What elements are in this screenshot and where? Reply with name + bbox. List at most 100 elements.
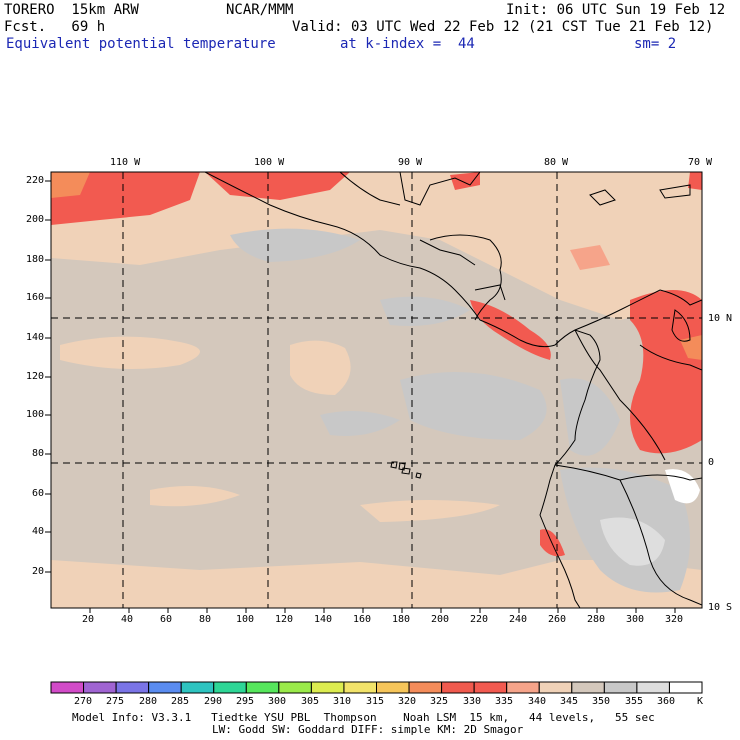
lon-label-100w: 100 W: [254, 157, 285, 168]
colorbar-swatch: [636, 681, 670, 694]
field-335-peru: [540, 529, 565, 557]
init-time: Init: 06 UTC Sun 19 Feb 12: [506, 2, 726, 18]
valid-time: Valid: 03 UTC Wed 22 Feb 12 (21 CST Tue …: [292, 19, 714, 35]
x-tick: 80: [199, 614, 212, 625]
colorbar-label: 305: [301, 696, 320, 707]
colorbar-swatch: [668, 681, 703, 694]
model-info-line2: LW: Godd SW: Goddard DIFF: simple KM: 2D…: [212, 723, 524, 736]
colorbar-swatch: [50, 681, 85, 694]
border-guatemala-honduras: [419, 239, 476, 266]
colorbar-label: 295: [236, 696, 255, 707]
border-peru-brazil: [619, 479, 702, 606]
colorbar-swatch: [278, 681, 312, 694]
colorbar-swatch: [506, 681, 540, 694]
field-350-patch: [230, 228, 360, 262]
galapagos-islands: [390, 461, 422, 479]
y-tick: 40: [31, 526, 44, 537]
x-tick: 20: [82, 614, 95, 625]
field-name: Equivalent potential temperature: [6, 36, 276, 52]
colorbar-swatch: [83, 681, 117, 694]
y-tick: 140: [25, 332, 44, 343]
field-335-patch: [450, 172, 480, 190]
graticule: [51, 172, 702, 608]
lon-label-110w: 110 W: [110, 157, 141, 168]
coastline-caribbean-ca: [429, 234, 502, 321]
lat-label-10s: 10 S: [708, 602, 733, 613]
y-tick: 180: [25, 254, 44, 265]
lon-label-80w: 80 W: [544, 157, 569, 168]
field-340-caribbean: [570, 245, 610, 270]
coastline-pacific: [204, 172, 601, 608]
colorbar-swatch: [245, 681, 280, 694]
x-tick: 40: [121, 614, 134, 625]
colorbar-label: 325: [430, 696, 449, 707]
colorbar-swatch: [603, 681, 638, 694]
y-tick: 80: [31, 448, 44, 459]
colorbar-label: 355: [625, 696, 644, 707]
colorbar-label: 300: [268, 696, 287, 707]
coastlines: [204, 172, 702, 608]
colorbar-label: 345: [560, 696, 579, 707]
field-340-patch: [360, 500, 500, 522]
x-tick: 220: [470, 614, 489, 625]
coastline-maracaibo: [671, 309, 691, 342]
field-335-mexico: [205, 172, 350, 200]
coastline-caribbean-sa: [574, 289, 702, 331]
x-tick: 200: [431, 614, 450, 625]
field-350-patch: [320, 411, 400, 436]
border-mexico-us: [339, 172, 401, 206]
field-340-patch: [60, 336, 200, 369]
colorbar-swatch: [115, 681, 150, 694]
colorbar-label: 280: [139, 696, 158, 707]
y-tick: 100: [25, 409, 44, 420]
colorbar-swatch: [148, 681, 182, 694]
level-label: at k-index = 44: [340, 36, 475, 52]
border-venezuela: [639, 344, 702, 371]
colorbar-label: 285: [171, 696, 190, 707]
smoothing-label: sm= 2: [634, 36, 677, 52]
x-tick: 60: [160, 614, 173, 625]
colorbar-label: 290: [204, 696, 223, 707]
field-340-patch: [290, 340, 351, 395]
field-350-patch: [400, 372, 547, 440]
field-360-patch: [665, 469, 700, 504]
colorbar-swatch: [538, 681, 573, 694]
border-colombia: [574, 329, 666, 461]
colorbar-label: 340: [528, 696, 547, 707]
colorbar-unit: K: [697, 696, 704, 707]
x-tick: 140: [314, 614, 333, 625]
coastline-island: [589, 189, 616, 206]
y-tick: 160: [25, 292, 44, 303]
lon-label-90w: 90 W: [398, 157, 423, 168]
x-tick: 320: [665, 614, 684, 625]
map-field: [51, 172, 702, 608]
field-335-costarica: [470, 300, 551, 360]
x-tick: 160: [353, 614, 372, 625]
field-335-nw: [51, 172, 200, 225]
field-340-south: [51, 560, 702, 608]
colorbar-swatch: [343, 681, 378, 694]
colorbar-swatch: [310, 681, 345, 694]
colorbar-swatch: [180, 681, 215, 694]
colorbar: [50, 681, 703, 694]
colorbar-label: 320: [398, 696, 417, 707]
x-tick: 120: [275, 614, 294, 625]
field-335-colombia: [630, 290, 702, 454]
y-tick: 200: [25, 214, 44, 225]
colorbar-label: 275: [106, 696, 125, 707]
model-info-line1: Model Info: V3.3.1 Tiedtke YSU PBL Thomp…: [72, 711, 655, 724]
field-325-nw: [51, 172, 90, 198]
y-tick: 20: [31, 566, 44, 577]
colorbar-swatch: [571, 681, 605, 694]
coastline-island: [659, 184, 691, 199]
colorbar-label: 335: [495, 696, 514, 707]
colorbar-swatch: [376, 681, 410, 694]
colorbar-label: 330: [463, 696, 482, 707]
y-tick: 120: [25, 371, 44, 382]
lat-label-10n: 10 N: [708, 313, 733, 324]
field-340-patch: [150, 486, 240, 507]
coastline-yucatan: [399, 172, 481, 206]
colorbar-label: 315: [366, 696, 385, 707]
